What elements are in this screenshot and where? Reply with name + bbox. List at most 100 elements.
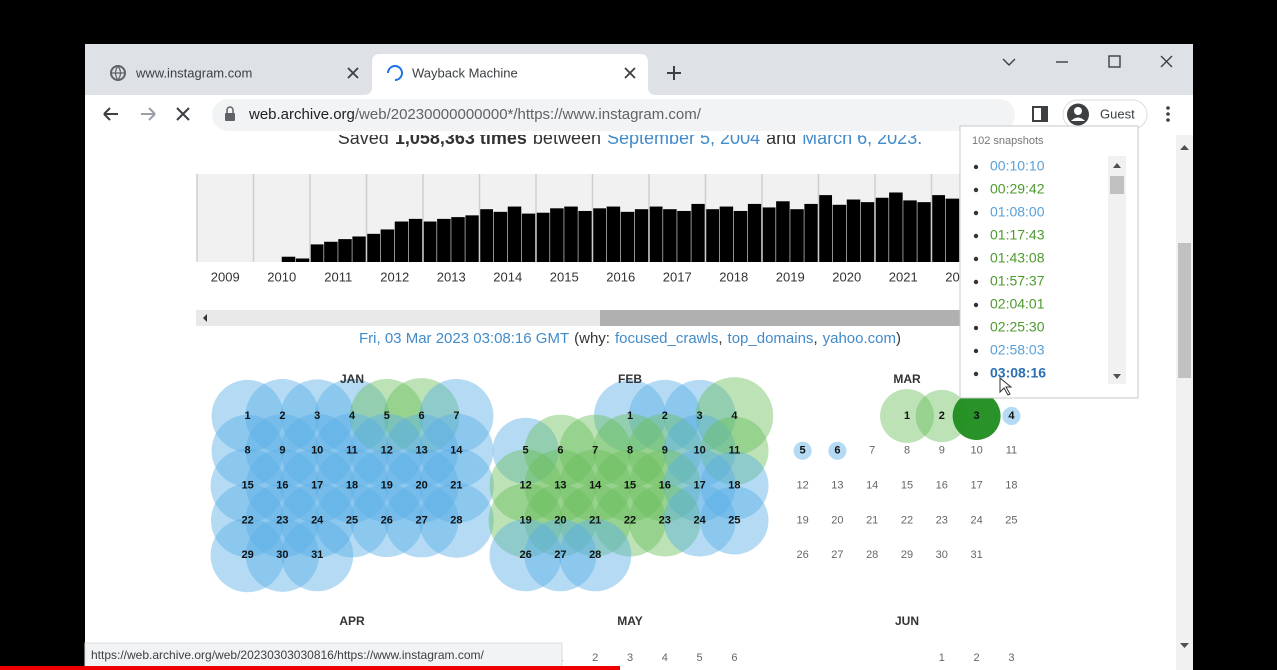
day-bubble[interactable] [419,483,494,558]
day-bubble[interactable] [210,518,285,593]
snapshot-time[interactable]: 00:29:42 [990,181,1045,197]
day-number[interactable]: 24 [311,514,324,526]
day-bubble[interactable] [419,379,494,453]
day-number[interactable]: 2 [662,410,668,422]
day-bubble[interactable] [880,389,934,443]
tab-active[interactable] [364,54,656,95]
day-number[interactable]: 2 [279,410,285,422]
forward-button[interactable] [141,107,156,121]
day-number[interactable]: 3 [974,410,980,422]
day-number[interactable]: 15 [624,480,636,492]
day-number[interactable]: 2 [939,410,945,422]
day-number[interactable]: 18 [346,480,358,492]
snapshot-time[interactable]: 02:25:30 [990,319,1045,335]
day-number[interactable]: 1 [627,410,633,422]
day-number[interactable]: 20 [415,480,427,492]
popup-scrollbar[interactable] [1108,156,1126,384]
day-number[interactable]: 14 [450,445,463,457]
day-number[interactable]: 28 [450,514,462,526]
day-bubble[interactable] [211,414,284,487]
day-number[interactable]: 22 [241,514,253,526]
snapshot-time[interactable]: 03:08:16 [990,365,1046,381]
day-number[interactable]: 22 [624,514,636,526]
day-bubble[interactable] [663,414,736,487]
day-number[interactable]: 5 [523,445,529,457]
snapshot-time[interactable]: 00:10:10 [990,158,1045,174]
day-number[interactable]: 5 [384,410,390,422]
day-number[interactable]: 6 [419,410,425,422]
back-button[interactable] [103,107,118,121]
day-bubble[interactable] [384,448,459,523]
day-bubble[interactable] [384,483,459,558]
day-number[interactable]: 21 [450,480,462,492]
menu-button[interactable] [1166,106,1170,122]
capture-date[interactable]: Fri, 03 Mar 2023 03:08:16 GMT [359,330,569,347]
day-number[interactable]: 9 [279,445,285,457]
day-bubble[interactable] [593,413,667,488]
day-bubble[interactable] [315,448,389,523]
day-number[interactable]: 6 [834,445,840,457]
scroll-left[interactable] [203,314,207,322]
page-scrollbar[interactable] [1176,135,1193,670]
day-bubble[interactable] [314,378,390,454]
day-number[interactable]: 25 [346,514,358,526]
day-bubble[interactable] [559,519,632,592]
day-number[interactable]: 19 [519,514,531,526]
new-tab[interactable] [667,66,681,80]
day-bubble[interactable] [349,379,424,453]
snapshot-time[interactable]: 01:57:37 [990,273,1045,289]
tab-close[interactable] [624,67,636,79]
scroll-thumb[interactable] [600,310,966,326]
day-bubble[interactable] [559,484,632,557]
day-number[interactable]: 4 [349,410,356,422]
day-number[interactable]: 3 [697,410,703,422]
reason-link[interactable]: yahoo.com [823,330,896,347]
day-number[interactable]: 15 [241,480,253,492]
day-number[interactable]: 11 [729,445,741,457]
day-bubble[interactable] [281,519,354,592]
scroll-down[interactable] [1180,643,1189,648]
day-number[interactable]: 13 [415,445,427,457]
day-bubble[interactable] [314,413,390,489]
tab-search[interactable] [1002,58,1016,66]
day-bubble[interactable] [559,449,632,522]
day-bubble[interactable] [628,449,701,522]
day-number[interactable]: 6 [557,445,563,457]
day-number[interactable]: 31 [311,549,323,561]
day-number[interactable]: 30 [276,549,288,561]
day-bubble[interactable] [1002,406,1021,426]
day-bubble[interactable] [915,389,968,443]
day-number[interactable]: 7 [453,410,459,422]
day-bubble[interactable] [245,448,320,523]
day-number[interactable]: 19 [381,480,393,492]
day-bubble[interactable] [559,414,632,487]
scroll-up[interactable] [1180,145,1189,150]
day-bubble[interactable] [349,413,424,488]
day-number[interactable]: 12 [519,480,531,492]
day-number[interactable]: 10 [693,445,705,457]
day-bubble[interactable] [245,379,320,453]
day-bubble[interactable] [828,441,847,460]
day-bubble[interactable] [492,417,559,484]
day-bubble[interactable] [524,414,597,487]
day-number[interactable]: 21 [589,514,601,526]
day-bubble[interactable] [280,379,354,453]
first-capture[interactable]: September 5, 2004 [607,128,760,148]
popup-scroll-thumb[interactable] [1110,176,1124,194]
day-number[interactable]: 27 [415,514,427,526]
day-bubble[interactable] [210,448,285,523]
day-bubble[interactable] [952,392,1001,440]
day-bubble[interactable] [350,483,424,558]
day-bubble[interactable] [524,519,597,592]
day-bubble[interactable] [489,449,562,522]
snapshot-time[interactable]: 01:43:08 [990,250,1045,266]
day-bubble[interactable] [700,451,769,520]
day-bubble[interactable] [628,484,701,557]
day-bubble[interactable] [793,441,812,460]
day-bubble[interactable] [384,414,459,488]
day-number[interactable]: 25 [728,514,740,526]
day-bubble[interactable] [488,483,563,558]
day-bubble[interactable] [593,484,667,557]
day-number[interactable]: 23 [659,514,671,526]
day-number[interactable]: 14 [589,480,602,492]
